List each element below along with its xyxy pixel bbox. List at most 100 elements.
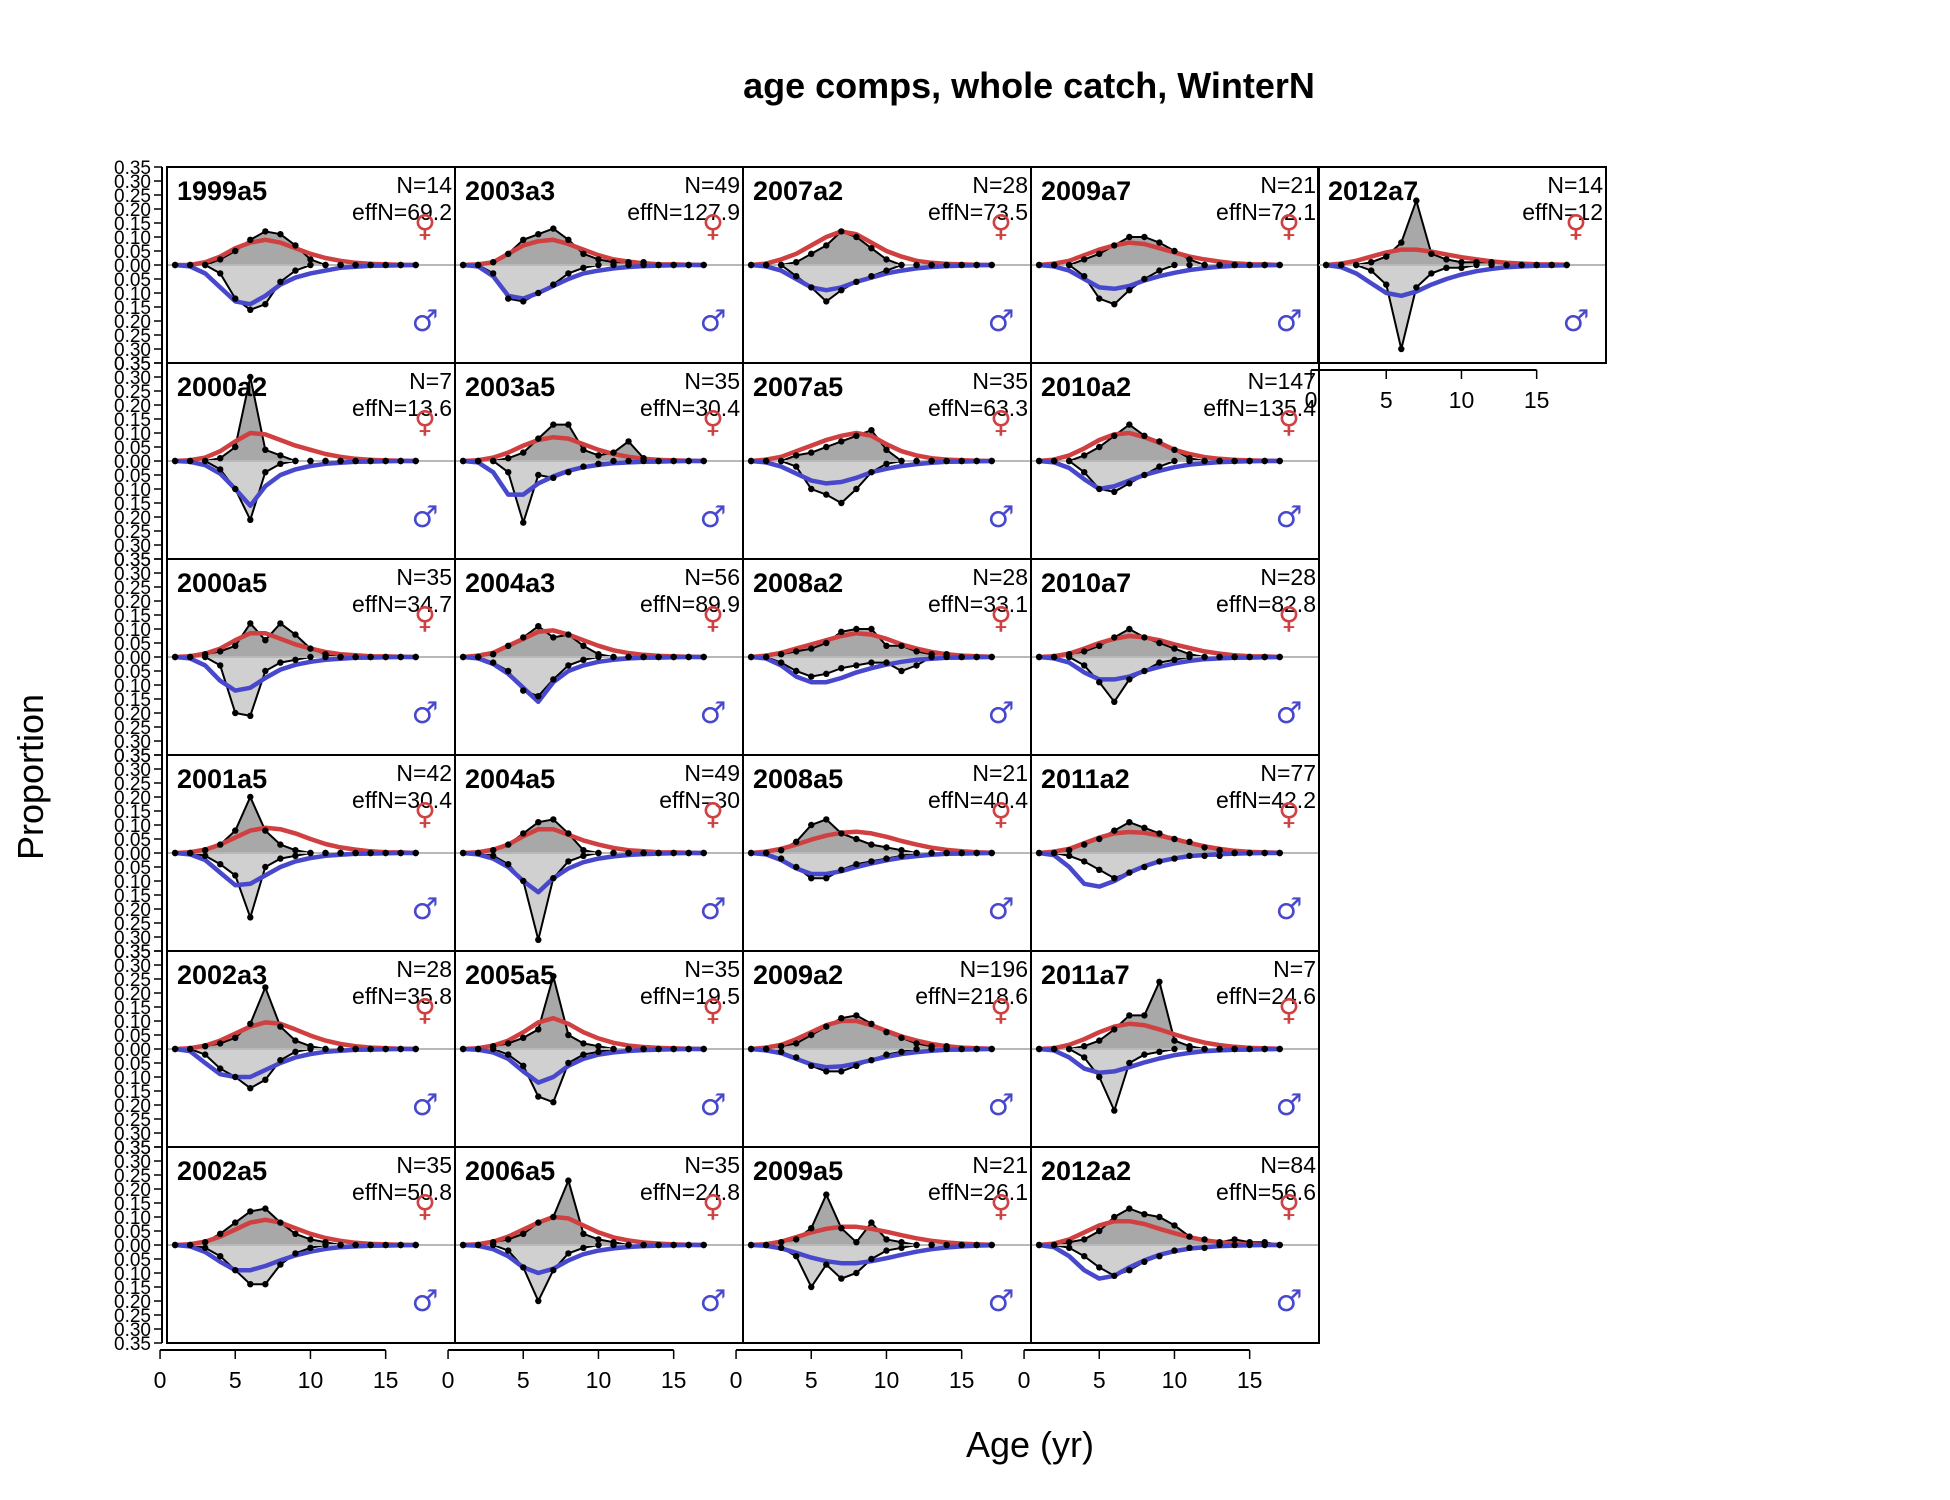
male-point-age-15 bbox=[1246, 849, 1253, 857]
panel-label: 2002a5 bbox=[177, 1156, 267, 1186]
male-point-age-5 bbox=[808, 1062, 815, 1070]
female-point-age-4 bbox=[793, 1236, 800, 1243]
male-point-age-5 bbox=[808, 485, 815, 493]
male-point-age-1 bbox=[1035, 261, 1043, 269]
male-point-age-11 bbox=[1473, 261, 1480, 269]
male-point-age-12 bbox=[1201, 653, 1208, 661]
male-point-age-1 bbox=[459, 849, 467, 857]
male-point-age-3 bbox=[1065, 261, 1073, 269]
panel-effn: effN=135.4 bbox=[1203, 395, 1316, 421]
y-tick-label: 0.30 bbox=[114, 536, 151, 557]
female-point-age-5 bbox=[232, 827, 239, 834]
female-symbol-icon: ♀ bbox=[702, 1189, 724, 1224]
chart-title: age comps, whole catch, WinterN bbox=[743, 65, 1315, 106]
male-point-age-13 bbox=[352, 1045, 359, 1053]
female-point-age-5 bbox=[232, 642, 239, 649]
male-point-age-16 bbox=[685, 1045, 692, 1053]
y-tick-label: 0.10 bbox=[114, 284, 151, 305]
male-point-age-1 bbox=[1035, 849, 1043, 857]
female-point-age-11 bbox=[1186, 838, 1193, 845]
male-point-age-7 bbox=[550, 474, 557, 481]
male-point-age-14 bbox=[655, 849, 662, 857]
female-point-age-5 bbox=[520, 236, 527, 243]
female-point-age-10 bbox=[1171, 1037, 1178, 1044]
male-point-age-6 bbox=[535, 471, 542, 479]
female-point-age-7 bbox=[1126, 625, 1133, 633]
male-point-age-2 bbox=[474, 1045, 482, 1053]
y-tick-label: 0.30 bbox=[114, 1152, 151, 1173]
male-point-age-1 bbox=[747, 261, 755, 269]
female-point-age-9 bbox=[868, 841, 875, 848]
x-tick-label: 15 bbox=[661, 1367, 687, 1393]
male-point-age-3 bbox=[1065, 1045, 1073, 1053]
female-point-age-6 bbox=[247, 793, 254, 801]
panel-n: N=14 bbox=[1547, 172, 1603, 198]
male-point-age-17 bbox=[700, 849, 707, 857]
y-tick-label: 0.35 bbox=[114, 942, 151, 963]
male-point-age-9 bbox=[868, 469, 875, 476]
female-point-age-9 bbox=[868, 245, 875, 252]
male-point-age-4 bbox=[1081, 469, 1088, 476]
female-point-age-6 bbox=[1111, 634, 1118, 641]
male-point-age-12 bbox=[1201, 852, 1208, 859]
female-expected-line bbox=[1325, 247, 1567, 268]
male-point-age-13 bbox=[1216, 1045, 1223, 1053]
male-symbol-icon: ♂ bbox=[988, 1284, 1015, 1319]
female-point-age-8 bbox=[1141, 432, 1148, 439]
male-point-age-17 bbox=[412, 653, 419, 661]
male-point-age-15 bbox=[958, 261, 965, 269]
male-point-age-6 bbox=[823, 1261, 830, 1268]
male-point-age-11 bbox=[898, 667, 905, 675]
male-point-age-10 bbox=[307, 1244, 314, 1252]
male-point-age-12 bbox=[625, 849, 632, 857]
y-tick-label: 0.35 bbox=[114, 942, 151, 963]
female-point-age-6 bbox=[247, 373, 254, 381]
y-tick-label: 0.25 bbox=[114, 718, 151, 739]
male-point-age-9 bbox=[1156, 463, 1163, 470]
male-point-age-14 bbox=[1231, 457, 1238, 465]
male-point-age-12 bbox=[625, 653, 632, 661]
female-point-age-7 bbox=[550, 421, 557, 428]
female-point-age-8 bbox=[853, 1239, 860, 1246]
male-point-age-15 bbox=[1246, 457, 1253, 465]
male-point-age-3 bbox=[777, 457, 785, 465]
y-tick-label: 0.10 bbox=[114, 676, 151, 697]
male-point-age-1 bbox=[747, 1045, 755, 1053]
female-point-age-6 bbox=[1111, 827, 1118, 834]
female-point-age-7 bbox=[1126, 819, 1133, 826]
female-expected-line bbox=[750, 630, 992, 660]
male-point-age-8 bbox=[565, 662, 572, 669]
female-symbol-icon: ♀ bbox=[1278, 405, 1300, 440]
male-point-age-1 bbox=[171, 1241, 179, 1249]
male-point-age-2 bbox=[762, 1241, 770, 1249]
male-point-age-16 bbox=[1261, 457, 1268, 465]
female-point-age-5 bbox=[1096, 1037, 1103, 1044]
y-axis-row-4: 0.350.300.250.200.150.100.050.000.050.10… bbox=[114, 746, 163, 963]
male-point-age-9 bbox=[292, 457, 299, 465]
female-point-age-9 bbox=[868, 427, 875, 434]
female-point-age-10 bbox=[595, 256, 602, 263]
male-point-age-16 bbox=[973, 849, 980, 857]
male-point-age-6 bbox=[1111, 698, 1118, 705]
male-point-age-6 bbox=[823, 670, 830, 677]
male-observed-area bbox=[463, 852, 704, 941]
female-point-age-10 bbox=[595, 1043, 602, 1050]
male-point-age-8 bbox=[277, 659, 284, 666]
male-point-age-4 bbox=[793, 273, 800, 280]
male-point-age-2 bbox=[762, 849, 770, 857]
y-tick-label: 0.20 bbox=[114, 508, 151, 529]
female-point-age-7 bbox=[1126, 421, 1133, 428]
male-symbol-icon: ♂ bbox=[700, 892, 727, 927]
male-point-age-10 bbox=[1171, 1247, 1178, 1254]
male-point-age-11 bbox=[322, 261, 329, 269]
male-point-age-3 bbox=[777, 659, 785, 666]
y-axis-row-3: 0.350.300.250.200.150.100.050.000.050.10… bbox=[114, 550, 163, 767]
male-point-age-4 bbox=[217, 1065, 224, 1072]
x-axis-col-2: 0 5 10 15 bbox=[442, 1349, 687, 1393]
female-point-age-6 bbox=[535, 623, 542, 630]
female-point-age-3 bbox=[777, 1043, 785, 1050]
female-point-age-5 bbox=[520, 634, 527, 641]
y-tick-label: 0.15 bbox=[114, 494, 151, 515]
